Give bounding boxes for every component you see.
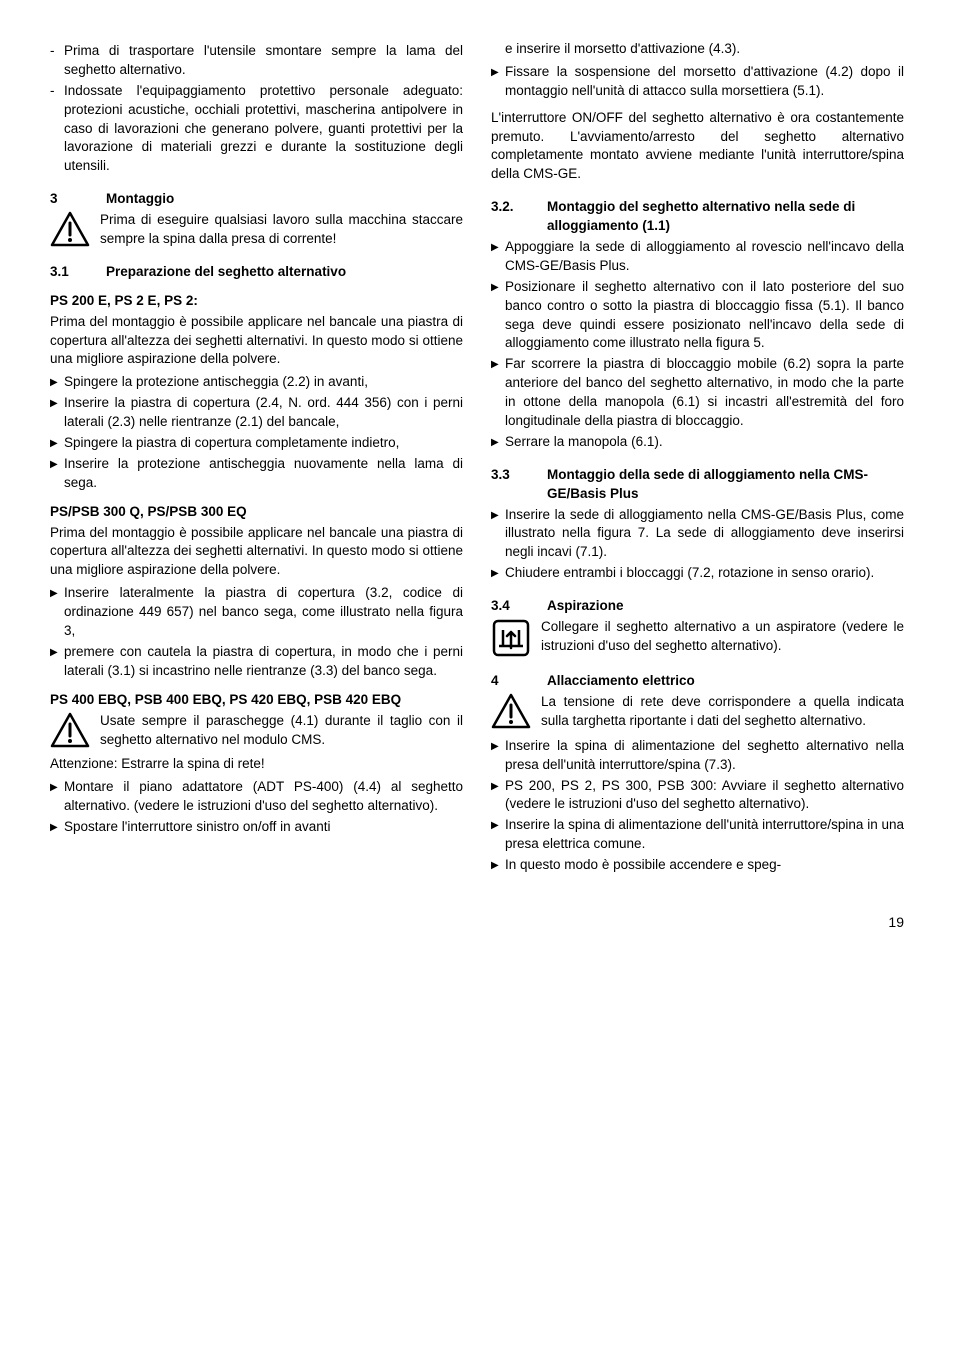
list-item: Inserire la piastra di copertura (2.4, N…	[50, 394, 463, 432]
psb300-heading: PS/PSB 300 Q, PS/PSB 300 EQ	[50, 503, 463, 522]
section-3-head: 3 Montaggio	[50, 190, 463, 209]
section-title: Montaggio della sede di alloggiamento ne…	[547, 466, 904, 504]
warning-text: La tensione di rete deve corrispondere a…	[541, 693, 904, 731]
section-34-head: 3.4 Aspirazione	[491, 597, 904, 616]
section-title: Aspirazione	[547, 597, 904, 616]
section-number: 3	[50, 190, 106, 209]
continuation-text: e inserire il morsetto d'attivazione (4.…	[491, 40, 904, 59]
ps200-list: Spingere la protezione antischeggia (2.2…	[50, 373, 463, 492]
list-item: premere con cautela la piastra di copert…	[50, 643, 463, 681]
s32-list: Appoggiare la sede di alloggiamento al r…	[491, 238, 904, 452]
section-title: Preparazione del seghetto alternativo	[106, 263, 463, 282]
list-item: Posizionare il seghetto alternativo con …	[491, 278, 904, 354]
warning-text: Prima di eseguire qualsiasi lavoro sulla…	[100, 211, 463, 249]
section-number: 3.3	[491, 466, 547, 504]
list-item: Spostare l'interruttore sinistro on/off …	[50, 818, 463, 837]
list-item: In questo modo è possibile accendere e s…	[491, 856, 904, 875]
section-33-head: 3.3 Montaggio della sede di alloggiament…	[491, 466, 904, 504]
warning-triangle-icon	[50, 211, 90, 247]
psb300-list: Inserire lateralmente la piastra di cope…	[50, 584, 463, 680]
ps400-list: Montare il piano adattatore (ADT PS-400)…	[50, 778, 463, 837]
ps200-heading: PS 200 E, PS 2 E, PS 2:	[50, 292, 463, 311]
list-item: Serrare la manopola (6.1).	[491, 433, 904, 452]
aspiration-text: Collegare il seghetto alternativo a un a…	[541, 618, 904, 658]
paragraph: L'interruttore ON/OFF del seghetto alter…	[491, 109, 904, 185]
section-31-head: 3.1 Preparazione del seghetto alternativ…	[50, 263, 463, 282]
warning-block: La tensione di rete deve corrispondere a…	[491, 693, 904, 731]
section-number: 4	[491, 672, 547, 691]
section-title: Allacciamento elettrico	[547, 672, 904, 691]
ps400-attenzione: Attenzione: Estrarre la spina di rete!	[50, 755, 463, 774]
psb300-intro: Prima del montaggio è possibile applicar…	[50, 524, 463, 581]
list-item: PS 200, PS 2, PS 300, PSB 300: Avviare i…	[491, 777, 904, 815]
section-4-head: 4 Allacciamento elettrico	[491, 672, 904, 691]
list-item: Chiudere entrambi i bloccaggi (7.2, rota…	[491, 564, 904, 583]
section-number: 3.1	[50, 263, 106, 282]
list-item: Inserire la spina di alimentazione del s…	[491, 737, 904, 775]
list-item: Inserire la protezione antischeggia nuov…	[50, 455, 463, 493]
warning-triangle-icon	[50, 712, 90, 748]
list-item: Appoggiare la sede di alloggiamento al r…	[491, 238, 904, 276]
warning-text: Usate sempre il paraschegge (4.1) durant…	[100, 712, 463, 750]
section-32-head: 3.2. Montaggio del seghetto alternativo …	[491, 198, 904, 236]
list-item: Fissare la sospensione del morsetto d'at…	[491, 63, 904, 101]
ps400-heading: PS 400 EBQ, PSB 400 EBQ, PS 420 EBQ, PSB…	[50, 691, 463, 710]
page-number: 19	[50, 913, 904, 933]
intro-list: Prima di trasportare l'utensile smontare…	[50, 42, 463, 176]
list-item: Far scorrere la piastra di bloccaggio mo…	[491, 355, 904, 431]
extraction-icon	[491, 618, 531, 658]
left-column: Prima di trasportare l'utensile smontare…	[50, 40, 463, 883]
section-number: 3.4	[491, 597, 547, 616]
list-item: Spingere la piastra di copertura complet…	[50, 434, 463, 453]
list-item: Montare il piano adattatore (ADT PS-400)…	[50, 778, 463, 816]
warning-block: Usate sempre il paraschegge (4.1) durant…	[50, 712, 463, 750]
aspiration-block: Collegare il seghetto alternativo a un a…	[491, 618, 904, 658]
list-item: Inserire lateralmente la piastra di cope…	[50, 584, 463, 641]
warning-block: Prima di eseguire qualsiasi lavoro sulla…	[50, 211, 463, 249]
section-title: Montaggio	[106, 190, 463, 209]
right-column: e inserire il morsetto d'attivazione (4.…	[491, 40, 904, 883]
list-item: Inserire la spina di alimentazione dell'…	[491, 816, 904, 854]
intro-item: Indossate l'equipaggiamento protettivo p…	[50, 82, 463, 176]
list-item: Spingere la protezione antischeggia (2.2…	[50, 373, 463, 392]
section-title: Montaggio del seghetto alternativo nella…	[547, 198, 904, 236]
s4-list: Inserire la spina di alimentazione del s…	[491, 737, 904, 875]
intro-item: Prima di trasportare l'utensile smontare…	[50, 42, 463, 80]
warning-triangle-icon	[491, 693, 531, 729]
list-item: Inserire la sede di alloggiamento nella …	[491, 506, 904, 563]
cont-list: Fissare la sospensione del morsetto d'at…	[491, 63, 904, 101]
section-number: 3.2.	[491, 198, 547, 236]
ps200-intro: Prima del montaggio è possibile applicar…	[50, 313, 463, 370]
s33-list: Inserire la sede di alloggiamento nella …	[491, 506, 904, 584]
